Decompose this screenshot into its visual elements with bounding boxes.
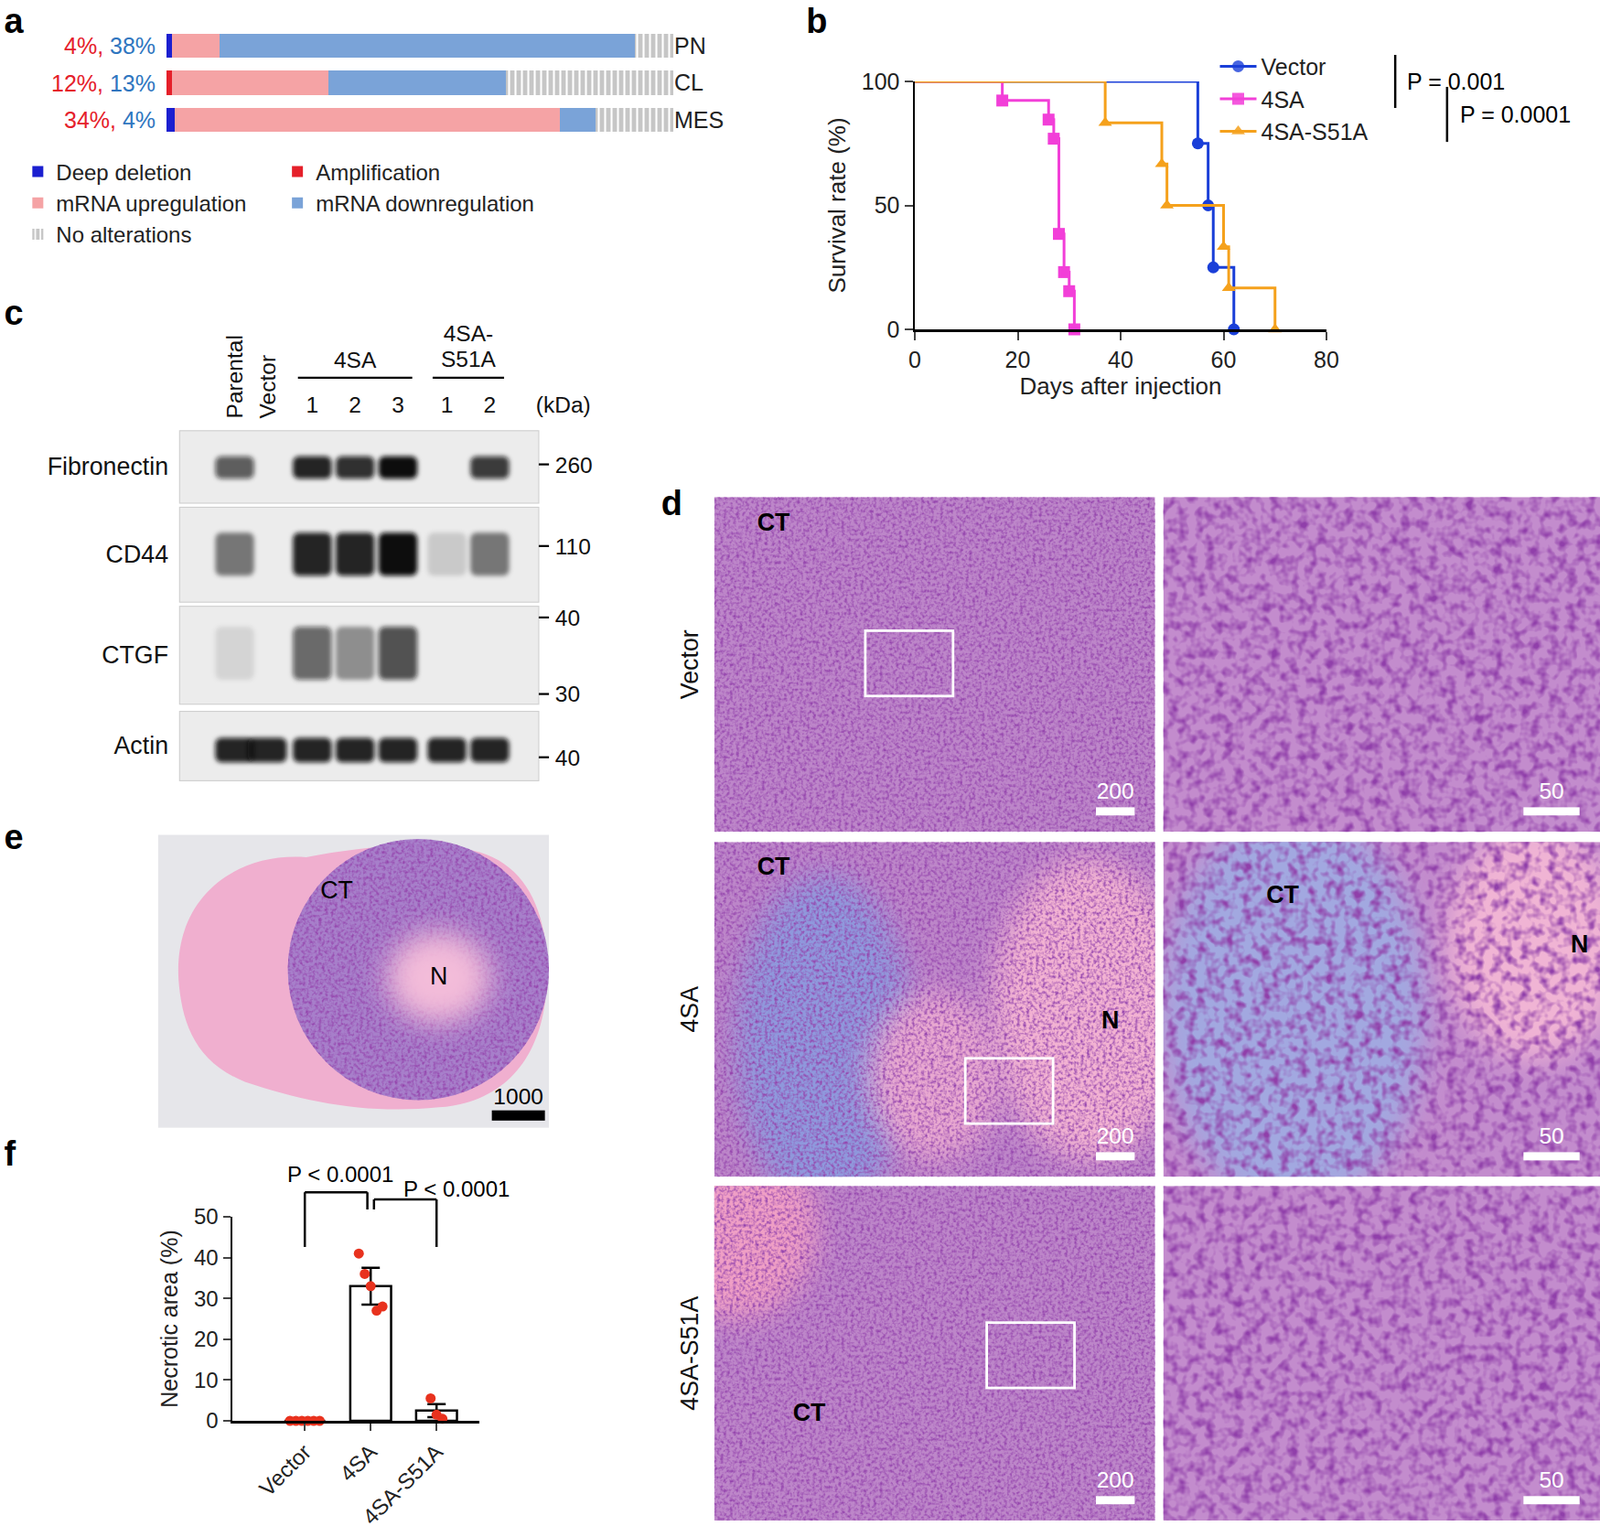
svg-text:MES: MES [674, 107, 724, 133]
svg-text:N: N [429, 962, 448, 990]
svg-text:CT: CT [793, 1398, 827, 1427]
svg-text:Vector: Vector [676, 629, 704, 699]
svg-text:50: 50 [874, 192, 901, 218]
svg-text:80: 80 [1313, 346, 1340, 373]
svg-text:P = 0.001: P = 0.001 [1406, 68, 1505, 95]
svg-text:4SA-S51A: 4SA-S51A [676, 1296, 704, 1411]
svg-text:4SA: 4SA [1261, 86, 1306, 113]
svg-text:12%, 13%: 12%, 13% [51, 70, 156, 97]
svg-text:Necrotic area (%): Necrotic area (%) [156, 1229, 183, 1408]
svg-text:2: 2 [348, 392, 362, 418]
svg-text:2: 2 [483, 392, 497, 418]
svg-text:260: 260 [555, 452, 593, 478]
svg-text:200: 200 [1096, 1467, 1135, 1493]
svg-text:N: N [1570, 930, 1589, 958]
svg-text:4SA: 4SA [334, 1438, 382, 1486]
svg-text:Vector: Vector [255, 354, 280, 419]
svg-text:Fibronectin: Fibronectin [47, 452, 169, 481]
svg-text:b: b [805, 1, 827, 41]
svg-text:S51A: S51A [440, 346, 497, 372]
svg-text:Days after injection: Days after injection [1019, 372, 1222, 400]
svg-text:CD44: CD44 [106, 540, 170, 569]
svg-text:CL: CL [674, 69, 704, 96]
svg-text:CT: CT [320, 876, 354, 904]
svg-text:mRNA upregulation: mRNA upregulation [55, 191, 247, 216]
svg-text:110: 110 [555, 534, 591, 559]
svg-text:CT: CT [1266, 880, 1300, 909]
svg-text:4SA: 4SA [333, 347, 377, 373]
svg-text:mRNA downregulation: mRNA downregulation [315, 191, 535, 216]
svg-text:50: 50 [1538, 1123, 1564, 1149]
svg-text:CT: CT [757, 852, 791, 881]
svg-text:e: e [3, 817, 23, 857]
svg-text:a: a [3, 1, 24, 41]
svg-text:P = 0.0001: P = 0.0001 [1460, 101, 1571, 128]
svg-text:50: 50 [1538, 778, 1564, 804]
svg-text:Amplification: Amplification [315, 160, 441, 185]
svg-text:P < 0.0001: P < 0.0001 [403, 1176, 510, 1202]
svg-text:10: 10 [193, 1367, 219, 1393]
svg-text:200: 200 [1096, 778, 1135, 804]
svg-text:N: N [1101, 1006, 1119, 1034]
svg-text:Deep deletion: Deep deletion [55, 160, 192, 185]
svg-text:200: 200 [1096, 1123, 1135, 1149]
svg-text:Actin: Actin [114, 731, 170, 760]
svg-text:40: 40 [555, 745, 580, 771]
svg-text:1000: 1000 [493, 1084, 544, 1109]
svg-text:f: f [3, 1134, 16, 1173]
svg-text:P < 0.0001: P < 0.0001 [287, 1161, 394, 1187]
svg-text:(kDa): (kDa) [536, 392, 591, 418]
svg-text:4SA: 4SA [676, 986, 704, 1033]
svg-text:50: 50 [193, 1203, 219, 1229]
svg-text:30: 30 [193, 1286, 219, 1311]
svg-text:20: 20 [193, 1326, 219, 1352]
svg-text:20: 20 [1005, 346, 1031, 373]
svg-text:CT: CT [757, 508, 791, 537]
svg-text:Vector: Vector [254, 1438, 316, 1501]
svg-text:0: 0 [887, 316, 901, 343]
svg-text:No alterations: No alterations [55, 222, 192, 247]
svg-text:CTGF: CTGF [101, 641, 169, 669]
svg-text:50: 50 [1538, 1467, 1564, 1493]
svg-text:60: 60 [1211, 346, 1237, 373]
svg-text:100: 100 [861, 68, 901, 95]
svg-text:d: d [661, 483, 683, 523]
svg-text:40: 40 [1107, 346, 1134, 373]
svg-text:4SA-S51A: 4SA-S51A [357, 1438, 448, 1529]
svg-text:34%, 4%: 34%, 4% [64, 107, 156, 133]
svg-text:Survival rate (%): Survival rate (%) [823, 117, 851, 293]
svg-text:Vector: Vector [1261, 53, 1327, 80]
svg-text:Parental: Parental [222, 334, 247, 419]
svg-text:40: 40 [555, 605, 580, 631]
svg-text:4%, 38%: 4%, 38% [64, 32, 156, 59]
svg-text:30: 30 [555, 681, 580, 707]
svg-text:40: 40 [193, 1245, 219, 1270]
svg-text:1: 1 [440, 392, 454, 418]
svg-text:PN: PN [674, 32, 707, 59]
svg-text:4SA-S51A: 4SA-S51A [1261, 118, 1369, 145]
svg-text:1: 1 [306, 392, 320, 418]
svg-text:4SA-: 4SA- [443, 321, 494, 346]
svg-text:3: 3 [391, 392, 405, 418]
svg-text:0: 0 [908, 346, 922, 373]
svg-text:0: 0 [205, 1407, 218, 1433]
svg-text:c: c [3, 293, 23, 333]
